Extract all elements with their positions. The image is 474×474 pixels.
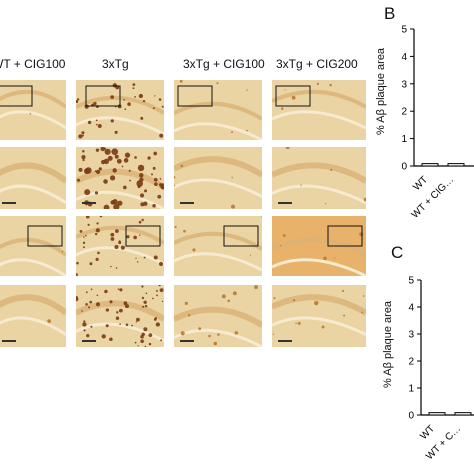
y-tick-label: 2 bbox=[408, 357, 414, 368]
micrograph-tile bbox=[174, 80, 262, 140]
micrograph-tile bbox=[174, 285, 262, 347]
micrograph-tile bbox=[76, 216, 164, 276]
micrograph-tile bbox=[272, 285, 366, 347]
micrograph-tile bbox=[272, 216, 366, 276]
column-header-3xtg: 3xTg bbox=[102, 57, 129, 71]
panel-b-letter: B bbox=[384, 4, 396, 23]
bar bbox=[454, 412, 472, 416]
micrograph-tile bbox=[272, 147, 366, 209]
panel-c-letter: C bbox=[391, 243, 404, 262]
y-tick-label: 3 bbox=[401, 79, 407, 90]
micrograph-tile bbox=[0, 147, 66, 209]
micrograph-tile bbox=[0, 216, 66, 276]
panel-c-y-axis-label: % Aβ plaque area bbox=[382, 300, 394, 388]
column-header-wt-cig100: WT + CIG100 bbox=[0, 57, 66, 71]
y-tick-label: 0 bbox=[401, 162, 407, 173]
micrograph-tile bbox=[76, 147, 164, 209]
x-category-label: WT + CIG… bbox=[410, 174, 456, 220]
micrograph-tile bbox=[0, 80, 66, 140]
micrograph-tile bbox=[174, 216, 262, 276]
x-category-label: WT bbox=[418, 423, 437, 442]
micrograph-tile bbox=[174, 147, 262, 209]
y-tick-label: 4 bbox=[408, 303, 414, 314]
micrograph-tile bbox=[76, 80, 164, 140]
micrograph-tile bbox=[0, 285, 66, 347]
y-tick-label: 0 bbox=[408, 411, 414, 422]
x-category-label: WT + C… bbox=[424, 423, 463, 462]
y-tick-label: 2 bbox=[401, 107, 407, 118]
bar bbox=[447, 163, 465, 167]
column-header-3xtg-cig200: 3xTg + CIG200 bbox=[276, 57, 358, 71]
column-header-3xtg-cig100: 3xTg + CIG100 bbox=[183, 57, 265, 71]
x-category-label: WT bbox=[411, 174, 430, 193]
y-tick-label: 5 bbox=[408, 276, 414, 287]
y-tick-label: 4 bbox=[401, 52, 407, 63]
panel-b-y-axis-label: % Aβ plaque area bbox=[375, 47, 387, 135]
micrograph-tile bbox=[76, 285, 164, 347]
y-tick-label: 5 bbox=[401, 25, 407, 36]
y-tick-label: 3 bbox=[408, 330, 414, 341]
bar bbox=[421, 163, 439, 167]
y-tick-label: 1 bbox=[408, 384, 414, 395]
micrograph-tile bbox=[272, 80, 366, 140]
y-tick-label: 1 bbox=[401, 134, 407, 145]
bar bbox=[428, 412, 446, 416]
